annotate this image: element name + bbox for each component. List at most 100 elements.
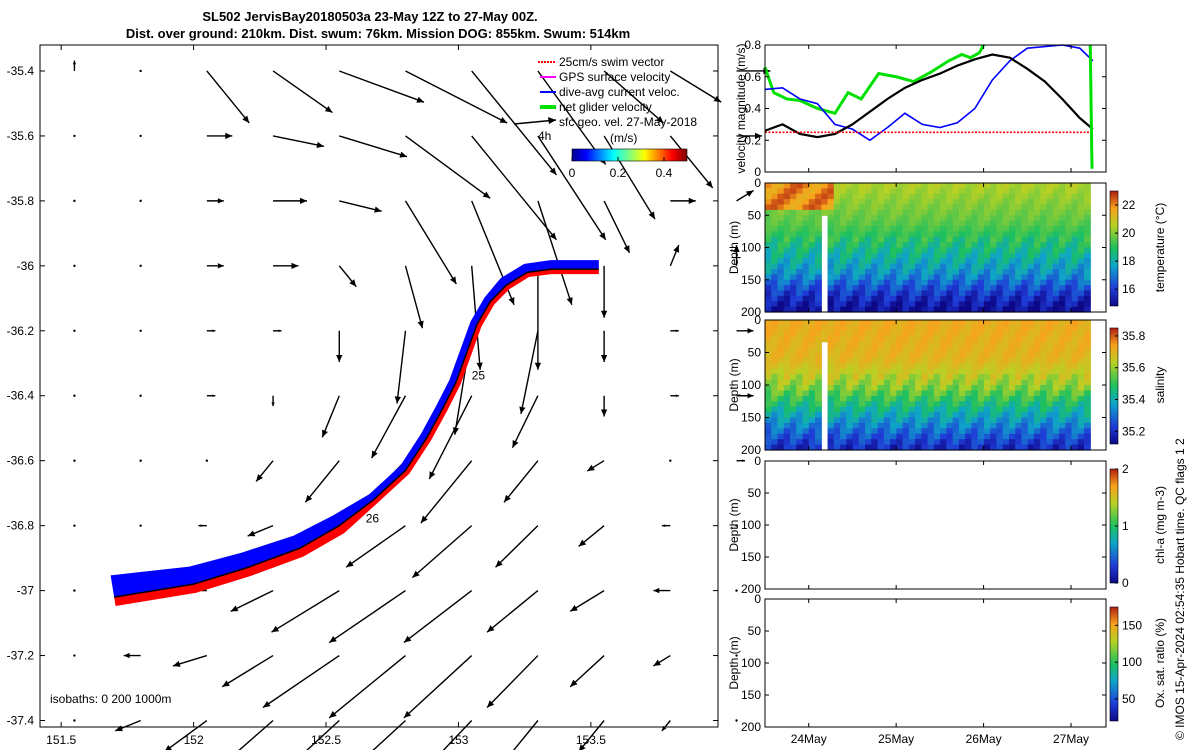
y-tick-label: 150 <box>741 273 761 287</box>
heatmap-cell <box>796 374 804 381</box>
heatmap-cell <box>890 236 897 243</box>
heatmap-cell <box>915 193 922 200</box>
heatmap-cell <box>1077 444 1085 451</box>
heatmap-cell <box>765 433 772 440</box>
heatmap-cell <box>790 247 797 254</box>
heatmap-cell <box>896 352 904 359</box>
heatmap-cell <box>983 306 991 313</box>
colorbar-tick-label: 35.4 <box>1122 393 1146 407</box>
heatmap-cell <box>1021 193 1029 200</box>
heatmap-cell <box>902 285 910 292</box>
heatmap-cell <box>871 439 879 446</box>
heatmap-cell <box>808 422 816 429</box>
heatmap-cell <box>977 417 985 424</box>
map-colorbar <box>571 148 688 162</box>
heatmap-cell <box>808 183 816 189</box>
heatmap-cell <box>1077 242 1085 249</box>
heatmap-cell <box>802 363 810 370</box>
heatmap-cell <box>883 325 891 332</box>
heatmap-cell <box>1008 406 1016 413</box>
heatmap-cell <box>1008 325 1016 332</box>
heatmap-cell <box>921 428 929 435</box>
heatmap-cell <box>877 263 885 270</box>
heatmap-cell <box>908 295 916 302</box>
heatmap-cell <box>852 247 860 254</box>
heatmap-cell <box>1008 379 1016 386</box>
heatmap-cell <box>777 444 785 451</box>
heatmap-cell <box>952 368 960 375</box>
heatmap-cell <box>996 306 1004 313</box>
heatmap-cell <box>983 379 991 386</box>
heatmap-cell <box>1058 422 1066 429</box>
y-tick-label: 0 <box>754 313 761 327</box>
heatmap-cell <box>933 242 941 249</box>
y-tick-label: 0 <box>754 592 761 606</box>
heatmap-cell <box>927 188 935 195</box>
heatmap-cell <box>1027 279 1035 286</box>
heatmap-cell <box>858 193 866 200</box>
colorbar-tick-label: 18 <box>1122 254 1136 268</box>
heatmap-cell <box>927 352 935 359</box>
geo-vector-shaft <box>511 395 539 449</box>
heatmap-cell <box>777 269 785 275</box>
heatmap-cell <box>933 183 941 189</box>
heatmap-cell <box>933 285 941 292</box>
geo-vector-shaft <box>306 719 340 750</box>
heatmap-cell <box>765 220 772 227</box>
heatmap-cell <box>977 352 985 359</box>
heatmap-cell <box>1033 374 1041 381</box>
heatmap-cell <box>771 439 779 446</box>
heatmap-cell <box>1033 247 1041 254</box>
heatmap-cell <box>827 279 835 286</box>
colorbar-tick-label: 16 <box>1122 282 1136 296</box>
geo-vector-head <box>256 474 263 482</box>
heatmap-cell <box>777 247 785 254</box>
heatmap-cell <box>858 236 866 243</box>
heatmap-cell <box>958 390 966 397</box>
heatmap-cell <box>908 263 916 270</box>
heatmap-cell <box>1008 428 1016 435</box>
heatmap-cell <box>1002 390 1010 397</box>
heatmap-cell <box>771 220 779 227</box>
heatmap-cell <box>896 183 904 189</box>
heatmap-cell <box>965 199 973 206</box>
heatmap-cell <box>1008 236 1016 243</box>
heatmap-cell <box>890 193 897 200</box>
heatmap-cell <box>1046 183 1054 189</box>
heatmap-cell <box>858 352 866 359</box>
heatmap-cell <box>883 439 891 446</box>
heatmap-cell <box>765 263 772 270</box>
heatmap-cell <box>952 422 960 429</box>
heatmap-cell <box>996 215 1004 222</box>
heatmap-cell <box>1027 439 1035 446</box>
heatmap-cell <box>933 204 941 211</box>
y-tick-label: 100 <box>741 656 761 670</box>
heatmap-cell <box>1015 301 1023 308</box>
heatmap-cell <box>1027 422 1035 429</box>
heatmap-cell <box>852 336 860 343</box>
geo-vector-head <box>329 636 337 643</box>
heatmap-cell <box>865 341 872 348</box>
heatmap-cell <box>833 215 841 222</box>
heatmap-cell <box>883 193 891 200</box>
heatmap-cell <box>1021 301 1029 308</box>
heatmap-cell <box>1065 363 1073 370</box>
heatmap-cell <box>846 252 854 259</box>
geo-vector-dot <box>205 459 209 462</box>
heatmap-cell <box>990 274 998 281</box>
heatmap-cell <box>1033 215 1041 222</box>
heatmap-cell <box>965 428 973 435</box>
y-tick-label: 0 <box>754 165 761 179</box>
heatmap-cell <box>871 269 879 275</box>
heatmap-cell <box>1015 390 1023 397</box>
heatmap-cell <box>827 215 835 222</box>
heatmap-cell <box>921 204 929 211</box>
heatmap-cell <box>877 374 885 381</box>
heatmap-cell <box>1052 444 1060 451</box>
heatmap-cell <box>996 226 1004 232</box>
heatmap-cell <box>915 357 922 364</box>
heatmap-cell <box>852 401 860 408</box>
heatmap-cell <box>821 193 829 200</box>
heatmap-cell <box>915 320 922 327</box>
heatmap-cell <box>952 279 960 286</box>
